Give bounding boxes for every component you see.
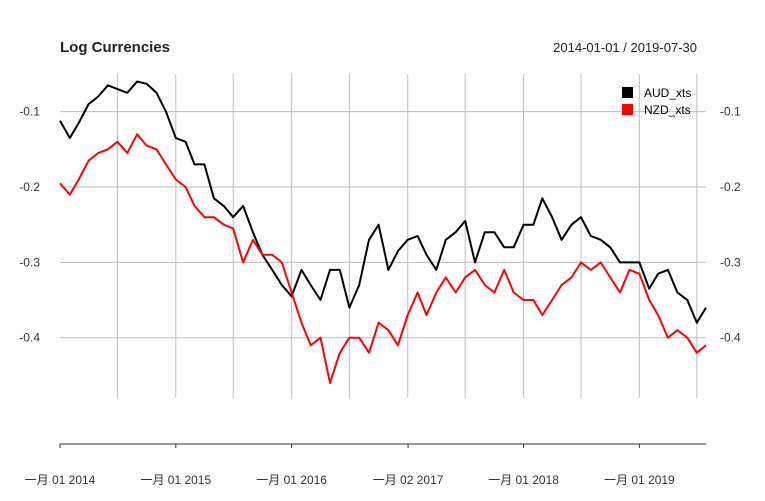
x-tick-label: 一月 01 2018: [488, 473, 559, 487]
x-tick-label: 一月 01 2015: [140, 473, 211, 487]
legend-swatch-nzd: [622, 104, 633, 115]
y-tick-label-left: -0.1: [19, 105, 40, 119]
y-tick-label-left: -0.4: [19, 331, 40, 345]
series-line-aud-xts: [59, 80, 707, 324]
date-range: 2014-01-01 / 2019-07-30: [553, 40, 697, 55]
y-tick-label-right: -0.4: [720, 331, 741, 345]
series-line-nzd-xts: [59, 133, 707, 384]
y-tick-label-right: -0.3: [720, 255, 741, 269]
legend-label-nzd: NZD_xts: [644, 103, 691, 117]
grid: [60, 74, 706, 398]
series-layer: [59, 80, 707, 384]
legend: AUD_xts NZD_xts: [622, 86, 691, 117]
legend-label-aud: AUD_xts: [644, 86, 691, 100]
y-tick-label-left: -0.3: [19, 255, 40, 269]
y-tick-label-right: -0.2: [720, 180, 741, 194]
chart-title: Log Currencies: [60, 39, 170, 56]
x-tick-label: 一月 01 2014: [25, 473, 96, 487]
x-tick-label: 一月 02 2017: [373, 473, 444, 487]
legend-swatch-aud: [622, 87, 633, 98]
y-tick-label-left: -0.2: [19, 180, 40, 194]
x-tick-label: 一月 01 2016: [256, 473, 327, 487]
y-tick-label-right: -0.1: [720, 105, 741, 119]
axes: -0.1 -0.1 -0.2 -0.2 -0.3 -0.3 -0.4 -0.4 一月 01 20…: [19, 105, 741, 487]
x-tick-label: 一月 01 2019: [604, 473, 675, 487]
